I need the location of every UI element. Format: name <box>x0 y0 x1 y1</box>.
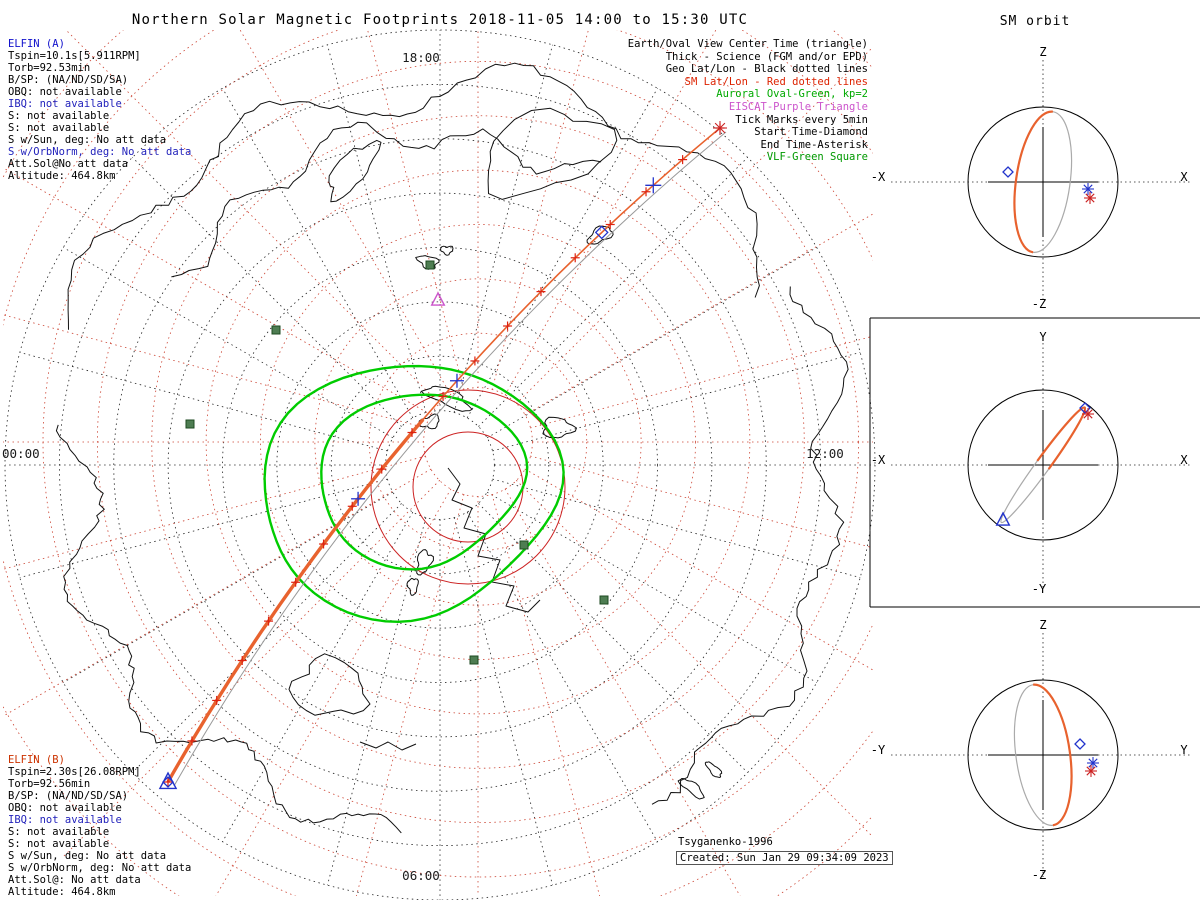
orbit-panel-1-left-label: -X <box>870 170 886 184</box>
elfin-a-line: S: not available <box>8 122 110 134</box>
orbit-panel-2 <box>891 343 1191 587</box>
elfin-b-line: Torb=92.56min <box>8 778 91 790</box>
elfin-b-line: S: not available <box>8 826 110 838</box>
legend-item: Start Time-Diamond <box>754 126 868 139</box>
legend-item: Earth/Oval View Center Time (triangle) <box>627 38 868 50</box>
mlt-label-left: 00:00 <box>2 446 40 461</box>
elfin-b-line: S w/Sun, deg: No att data <box>8 850 167 862</box>
elfin-b-line: IBQ: not available <box>8 814 122 826</box>
elfin-a-line: Tspin=10.1s[5.911RPM] <box>8 50 141 62</box>
orbit-panel-2-top-label: Y <box>1039 330 1047 344</box>
sm-orbit-title: SM orbit <box>999 14 1071 29</box>
legend-item: End Time-Asterisk <box>760 138 868 151</box>
sm-grid <box>3 30 873 896</box>
orbit-panel-3 <box>891 633 1191 877</box>
orbit-panel-3-right-label: Y <box>1180 743 1188 757</box>
mlt-label-top: 18:00 <box>402 50 440 65</box>
legend-item: Geo Lat/Lon - Black dotted lines <box>665 63 868 76</box>
elfin-a-info: ELFIN (A) Tspin=10.1s[5.911RPM] Torb=92.… <box>8 38 191 182</box>
elfin-a-line: Torb=92.53min <box>8 62 91 74</box>
orbit-panel-1-right-label: X <box>1180 170 1188 184</box>
elfin-b-line: S: not available <box>8 838 110 850</box>
orbit-panel-3-top-label: Z <box>1039 618 1047 632</box>
elfin-a-line: Att.Sol@No att data <box>8 158 129 170</box>
legend-item: VLF-Green Square <box>766 151 868 164</box>
elfin-b-line: S w/OrbNorm, deg: No att data <box>8 862 192 874</box>
legend-item: EISCAT-Purple Triangle <box>728 100 868 113</box>
legend-item: Auroral Oval-Green, kp=2 <box>716 88 868 101</box>
page-title: Northern Solar Magnetic Footprints 2018-… <box>131 12 749 28</box>
elfin-b-info: ELFIN (B) Tspin=2.30s[26.08RPM] Torb=92.… <box>8 754 191 898</box>
panel-dividers <box>869 317 1200 608</box>
orbit-panel-2-left-label: -X <box>870 453 886 467</box>
elfin-b-line: Att.Sol@: No att data <box>8 874 141 886</box>
elfin-a-line: S w/Sun, deg: No att data <box>8 134 167 146</box>
geo-grid <box>4 29 876 900</box>
elfin-a-line: Altitude: 464.8km <box>8 170 116 182</box>
satellite-track <box>158 121 727 790</box>
orbit-panel-3-left-label: -Y <box>870 743 886 757</box>
eiscat-station <box>430 291 446 306</box>
legend-item: Thick - Science (FGM and/or EPD) <box>665 50 868 63</box>
map-legend: Earth/Oval View Center Time (triangle) T… <box>560 38 868 164</box>
orbit-panel-2-bottom-label: -Y <box>1031 582 1047 596</box>
legend-item: SM Lat/Lon - Red dotted lines <box>684 75 868 88</box>
mlt-label-bottom: 06:00 <box>402 868 440 883</box>
elfin-a-line: OBQ: not available <box>8 86 122 98</box>
elfin-b-line: Altitude: 464.8km <box>8 886 116 898</box>
elfin-b-line: B/SP: (NA/ND/SD/SA) <box>8 790 129 802</box>
orbit-panel-3-bottom-label: -Z <box>1031 868 1047 882</box>
mlt-label-right: 12:00 <box>806 446 844 461</box>
elfin-b-line: Tspin=2.30s[26.08RPM] <box>8 766 141 778</box>
elfin-a-line: B/SP: (NA/ND/SD/SA) <box>8 74 129 86</box>
orbit-panel-1 <box>891 60 1191 304</box>
elfin-b-line: OBQ: not available <box>8 802 122 814</box>
orbit-panel-2-right-label: X <box>1180 453 1188 467</box>
elfin-a-line: S: not available <box>8 110 110 122</box>
vlf-stations <box>185 260 609 665</box>
legend-item: Tick Marks every 5min <box>735 113 868 126</box>
orbit-panel-1-bottom-label: -Z <box>1031 297 1047 311</box>
elfin-a-line: S w/OrbNorm, deg: No att data <box>8 146 192 158</box>
model-label: Tsyganenko-1996 <box>678 836 773 848</box>
elfin-a-line: ELFIN (A) <box>8 38 65 50</box>
coastlines <box>55 62 849 834</box>
created-timestamp: Created: Sun Jan 29 09:34:09 2023 <box>676 851 893 865</box>
elfin-a-line: IBQ: not available <box>8 98 122 110</box>
elfin-b-line: ELFIN (B) <box>8 754 65 766</box>
orbit-panel-1-top-label: Z <box>1039 45 1047 59</box>
